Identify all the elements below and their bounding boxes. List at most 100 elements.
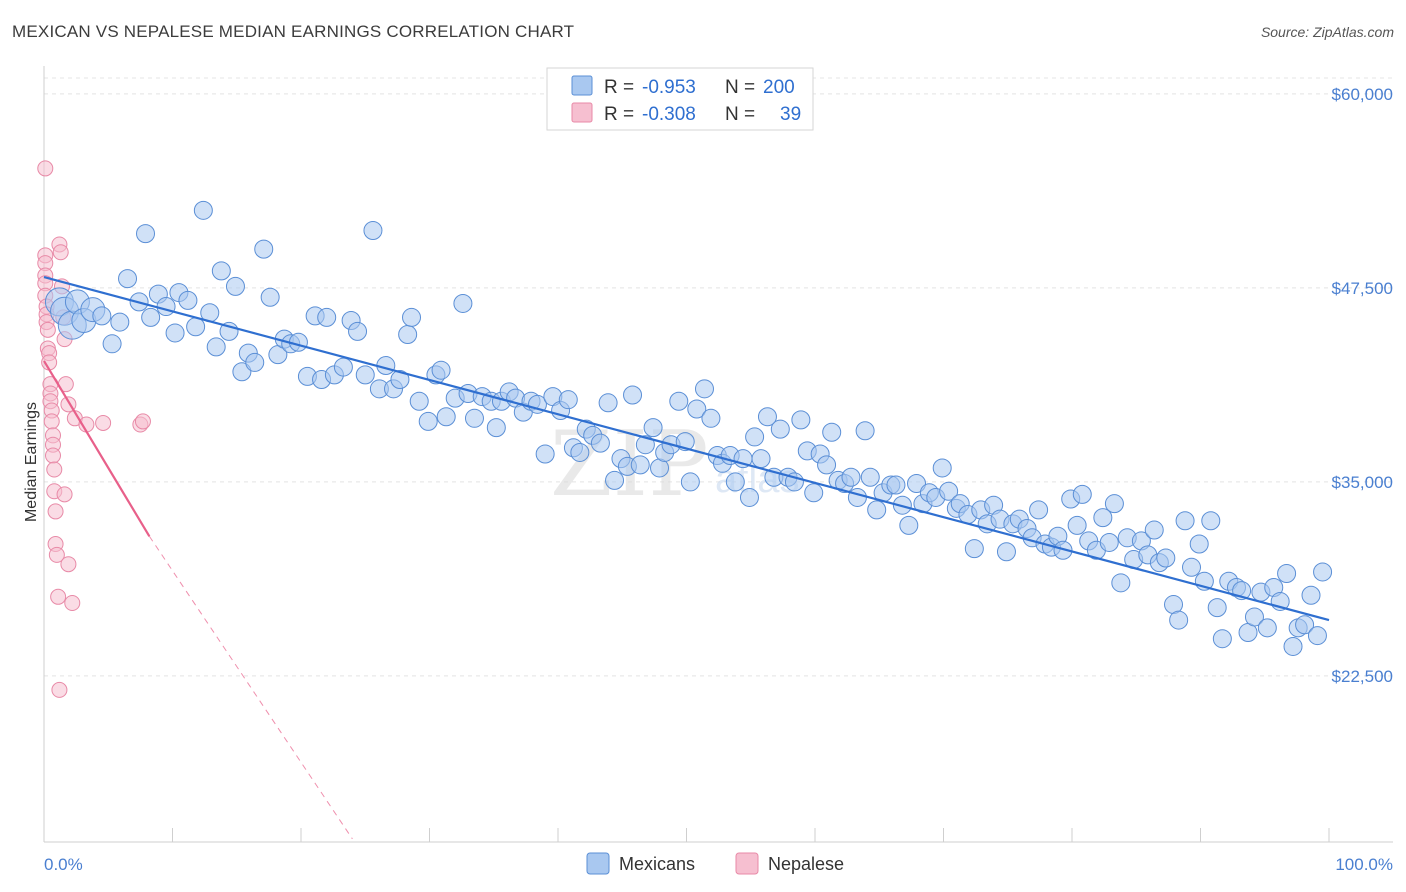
chart-title: MEXICAN VS NEPALESE MEDIAN EARNINGS CORR… [12, 22, 575, 41]
mexicans-point [348, 321, 368, 341]
mexicans-point [886, 475, 906, 495]
mexicans-point [1111, 573, 1131, 593]
nepalese-point [51, 681, 68, 698]
mexicans-point [1257, 618, 1277, 638]
mexicans-point [1277, 564, 1297, 584]
mexicans-point [1182, 557, 1202, 577]
legend-n-label: N = [725, 104, 755, 125]
trend-lines [43, 276, 1330, 840]
mexicans-point [841, 467, 861, 487]
mexicans-point [436, 407, 456, 427]
mexicans-point [570, 442, 590, 462]
nepalese-point [95, 414, 112, 431]
series-legend-swatch-nepalese[interactable] [735, 852, 759, 875]
nepalese-point [52, 244, 69, 261]
mexicans-point [355, 365, 375, 385]
mexicans-point [635, 435, 655, 455]
mexicans-point [1212, 629, 1232, 649]
mexicans-point [687, 399, 707, 419]
mexicans-point [1244, 607, 1264, 627]
mexicans-point [694, 379, 714, 399]
y-tick-labels: $22,500 $35,000 $47,500 $60,000 [1332, 85, 1393, 686]
mexicans-point [1053, 540, 1073, 560]
mexicans-point [110, 312, 130, 332]
mexicans-point [964, 539, 984, 559]
mexicans-point [847, 487, 867, 507]
mexicans-point [390, 370, 410, 390]
nepalese-point [60, 556, 77, 573]
mexicans-point [92, 306, 112, 326]
nepalese-point [64, 594, 81, 611]
nepalese-point [39, 321, 56, 338]
mexicans-point [225, 276, 245, 296]
mexicans-point [1144, 520, 1164, 540]
legend-r-value: -0.953 [642, 77, 696, 98]
mexicans-point [1072, 484, 1092, 504]
mexicans-point [932, 458, 952, 478]
mexicans-point [791, 410, 811, 430]
mexicans-point [630, 455, 650, 475]
mexicans-point [245, 352, 265, 372]
mexicans-point [784, 472, 804, 492]
mexicans-point [598, 393, 618, 413]
mexicans-point [1295, 615, 1315, 635]
mexicans-point [623, 385, 643, 405]
legend-n-value: 39 [780, 104, 801, 125]
mexicans-point [1067, 515, 1087, 535]
mexicans-point [402, 307, 422, 327]
mexicans-point [669, 391, 689, 411]
mexicans-point [1307, 626, 1327, 646]
mexicans-point [156, 297, 176, 317]
mexicans-point [751, 449, 771, 469]
mexicans-point [1301, 585, 1321, 605]
mexicans-point [254, 239, 274, 259]
mexicans-points [44, 200, 1333, 656]
series-legend: Mexicans Nepalese [586, 852, 844, 875]
mexicans-point [211, 261, 231, 281]
mexicans-point [643, 418, 663, 438]
mexicans-point [464, 408, 484, 428]
mexicans-point [860, 467, 880, 487]
mexicans-point [1207, 598, 1227, 618]
nepalese-point [47, 503, 64, 520]
mexicans-point [1156, 548, 1176, 568]
y-tick-label: $60,000 [1332, 85, 1393, 104]
mexicans-point [725, 472, 745, 492]
mexicans-point [136, 224, 156, 244]
nepalese-point [134, 413, 151, 430]
nepalese-points [37, 160, 151, 698]
series-legend-label-nepalese[interactable]: Nepalese [768, 854, 844, 874]
mexicans-point [817, 455, 837, 475]
mexicans-point [1099, 532, 1119, 552]
nepalese-point [50, 588, 67, 605]
legend-swatch-nepalese [571, 102, 593, 123]
nepalese-point [43, 413, 60, 430]
mexicans-point [907, 473, 927, 493]
mexicans-point [333, 357, 353, 377]
x-tick-labels: 0.0% 100.0% [44, 855, 1393, 874]
mexicans-point [102, 334, 122, 354]
mexicans-point [939, 481, 959, 501]
mexicans-point [1104, 494, 1124, 514]
mexicans-point [178, 290, 198, 310]
mexicans-point [527, 394, 547, 414]
mexicans-point [193, 200, 213, 220]
mexicans-point [804, 483, 824, 503]
mexicans-point [996, 542, 1016, 562]
nepalese-trend-line [43, 360, 151, 537]
mexicans-point [1189, 534, 1209, 554]
mexicans-point [232, 362, 252, 382]
mexicans-point [363, 221, 383, 241]
axes [43, 66, 1393, 843]
y-tick-label: $22,500 [1332, 667, 1393, 686]
mexicans-point [418, 411, 438, 431]
series-legend-label-mexicans[interactable]: Mexicans [619, 854, 695, 874]
legend-n-label: N = [725, 77, 755, 98]
mexicans-point [1169, 610, 1189, 630]
mexicans-point [1283, 636, 1303, 656]
y-tick-label: $47,500 [1332, 279, 1393, 298]
mexicans-point [1201, 511, 1221, 531]
nepalese-point [37, 160, 54, 177]
series-legend-swatch-mexicans[interactable] [586, 852, 610, 875]
